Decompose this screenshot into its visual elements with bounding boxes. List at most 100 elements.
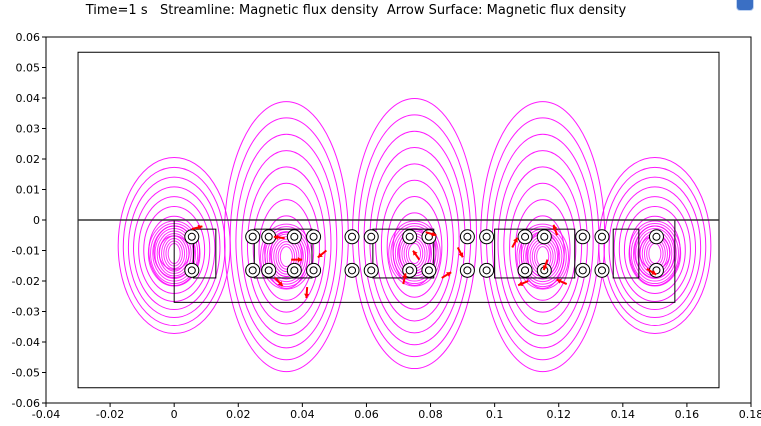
flux-arrow-head [518, 281, 524, 286]
streamline-loop [497, 150, 588, 337]
coil-conductor-inner [578, 266, 587, 275]
x-tick-label: -0.04 [32, 408, 60, 421]
streamline-core [275, 241, 298, 273]
streamline-loop [235, 133, 338, 349]
streamline-loop [623, 205, 686, 295]
slot [372, 228, 435, 279]
streamline-loop [503, 166, 583, 325]
flux-arrow-head [431, 231, 437, 237]
coil-conductor [184, 229, 200, 245]
coil-conductor-inner [309, 266, 318, 275]
y-tick-label: 0 [33, 214, 40, 227]
streamline-loop [122, 166, 226, 327]
flux-arrow-head [556, 278, 562, 284]
streamline-core [630, 223, 679, 285]
coil-conductor [479, 229, 495, 245]
coil-conductor-inner [405, 266, 414, 275]
coil-conductor [648, 229, 664, 245]
coil-conductor [344, 229, 360, 245]
coil-conductor [594, 229, 610, 245]
flux-arrow-head [317, 252, 323, 258]
coil-conductor-inner [482, 266, 491, 275]
streamline-loop [509, 182, 577, 313]
flux-arrow-head [197, 224, 203, 230]
coil-conductor-inner [187, 232, 196, 241]
coil-conductor-inner [309, 232, 318, 241]
streamline-loop [241, 150, 332, 337]
coil-conductor [261, 262, 277, 278]
coil-conductor [245, 229, 261, 245]
coil-conductor [261, 229, 277, 245]
coil-conductor [536, 229, 552, 245]
coil-conductor [306, 229, 322, 245]
flux-arrow-head [304, 293, 310, 299]
coil-conductor [421, 262, 437, 278]
coil-conductor-inner [348, 266, 357, 275]
coil-conductor-inner [290, 232, 299, 241]
coil-conductor [479, 262, 495, 278]
streamline-loop [598, 157, 712, 335]
coil-conductor [459, 262, 475, 278]
flux-arrow-head [277, 281, 283, 286]
coil-conductor-inner [187, 266, 196, 275]
slot [192, 228, 217, 279]
streamline-core [271, 236, 302, 278]
coil-conductor-inner [540, 232, 549, 241]
streamline-loop [613, 186, 697, 311]
coil-conductor [575, 262, 591, 278]
coil-conductor-inner [463, 266, 472, 275]
coil-conductor-inner [248, 266, 257, 275]
app-logo-icon[interactable] [736, 0, 754, 11]
coil-conductor [286, 262, 302, 278]
coil-conductor-inner [290, 266, 299, 275]
coil-conductor-inner [597, 266, 606, 275]
slot [253, 228, 313, 279]
slot [494, 228, 576, 279]
x-tick-label: 0 [171, 408, 178, 421]
coil-conductor-inner [521, 266, 530, 275]
coil-conductor [184, 262, 200, 278]
x-tick-label: 0.12 [546, 408, 571, 421]
streamline-core [635, 228, 675, 280]
y-tick-label: 0.05 [16, 62, 41, 75]
streamline-core [262, 226, 311, 288]
streamline-core [388, 220, 441, 287]
coil-conductor [402, 229, 418, 245]
x-tick-label: -0.02 [96, 408, 124, 421]
streamline-core [392, 225, 437, 282]
streamline-loop [246, 166, 326, 325]
streamline-loop [380, 179, 449, 310]
streamline-loop [127, 176, 221, 319]
flux-arrow-head [446, 272, 452, 277]
coil-conductor-inner [578, 232, 587, 241]
x-tick-label: 0.04 [290, 408, 315, 421]
coil-conductor-inner [652, 232, 661, 241]
coil-conductor-inner [367, 232, 376, 241]
coil-conductor [459, 229, 475, 245]
coil-conductor-inner [367, 266, 376, 275]
x-tick-label: 0.06 [354, 408, 379, 421]
y-tick-label: -0.04 [12, 336, 40, 349]
streamline-core [273, 238, 300, 275]
streamline-core [648, 243, 662, 265]
streamline-loop [258, 199, 315, 301]
y-tick-label: 0.02 [16, 153, 41, 166]
streamline-core [390, 223, 439, 285]
streamline-loop [229, 117, 344, 361]
y-tick-label: -0.01 [12, 245, 40, 258]
plot-title: Time=1 s Streamline: Magnetic flux densi… [85, 3, 627, 18]
coil-conductor-inner [264, 266, 273, 275]
x-tick-label: 0.14 [611, 408, 636, 421]
flux-arrow-head [458, 252, 464, 258]
streamline-core [632, 225, 677, 282]
streamline-loop [386, 196, 443, 298]
coil-conductor [306, 262, 322, 278]
y-tick-label: 0.06 [16, 31, 41, 44]
streamline-loop [252, 182, 320, 313]
coil-conductor-inner [264, 232, 273, 241]
y-tick-label: 0.01 [16, 184, 41, 197]
y-tick-label: -0.05 [12, 367, 40, 380]
coil-conductor [594, 262, 610, 278]
y-tick-label: -0.02 [12, 275, 40, 288]
